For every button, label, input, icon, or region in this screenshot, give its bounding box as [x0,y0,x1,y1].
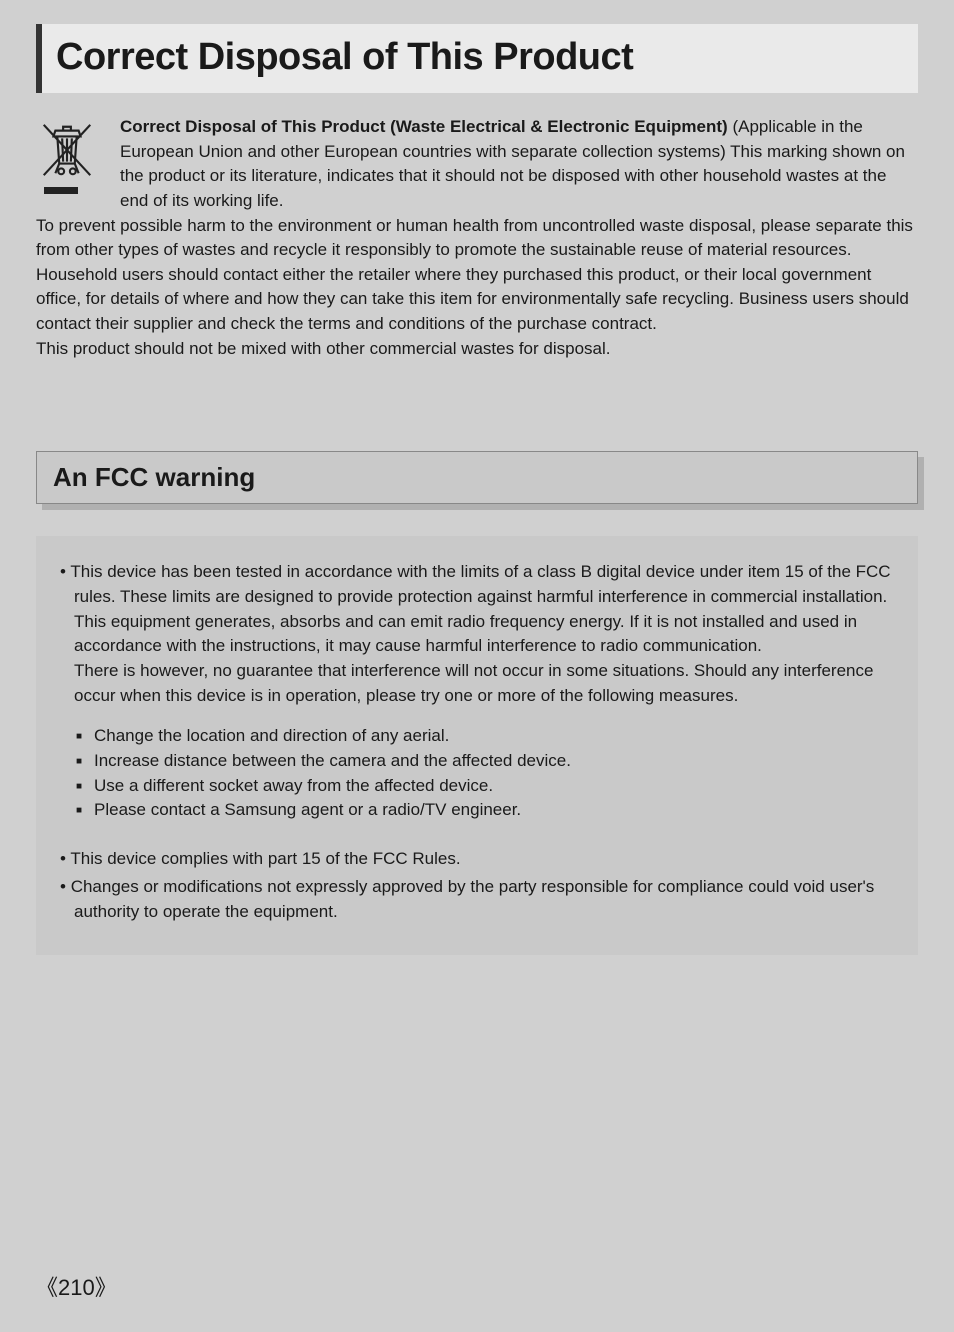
fcc-tail1-wrap: • This device complies with part 15 of t… [60,847,894,872]
disposal-section: Correct Disposal of This Product (Waste … [36,115,918,361]
fcc-para-group: • This device has been tested in accorda… [60,560,894,708]
fcc-bullet: Change the location and direction of any… [76,724,894,749]
fcc-box: • This device has been tested in accorda… [36,536,918,954]
fcc-bullet: Use a different socket away from the aff… [76,774,894,799]
fcc-tail1: This device complies with part 15 of the… [70,849,460,868]
page-title-block: Correct Disposal of This Product [36,24,918,93]
fcc-tail2: Changes or modifications not expressly a… [71,877,875,921]
subheading-wrap: An FCC warning [36,451,918,504]
fcc-tail2-wrap: • Changes or modifications not expressly… [60,875,894,924]
disposal-body: (Applicable in the European Union and ot… [36,117,913,358]
page-number: 《210》 [36,1270,117,1302]
fcc-bullet: Increase distance between the camera and… [76,749,894,774]
fcc-bullet: Please contact a Samsung agent or a radi… [76,798,894,823]
subheading: An FCC warning [36,451,918,504]
fcc-para2: There is however, no guarantee that inte… [74,661,873,705]
disposal-heading: Correct Disposal of This Product (Waste … [120,117,728,136]
fcc-para1: This device has been tested in accordanc… [70,562,890,655]
page-title: Correct Disposal of This Product [56,36,902,79]
icon-underline [44,187,78,194]
fcc-bullet-list: Change the location and direction of any… [76,724,894,823]
weee-bin-icon [36,119,108,194]
